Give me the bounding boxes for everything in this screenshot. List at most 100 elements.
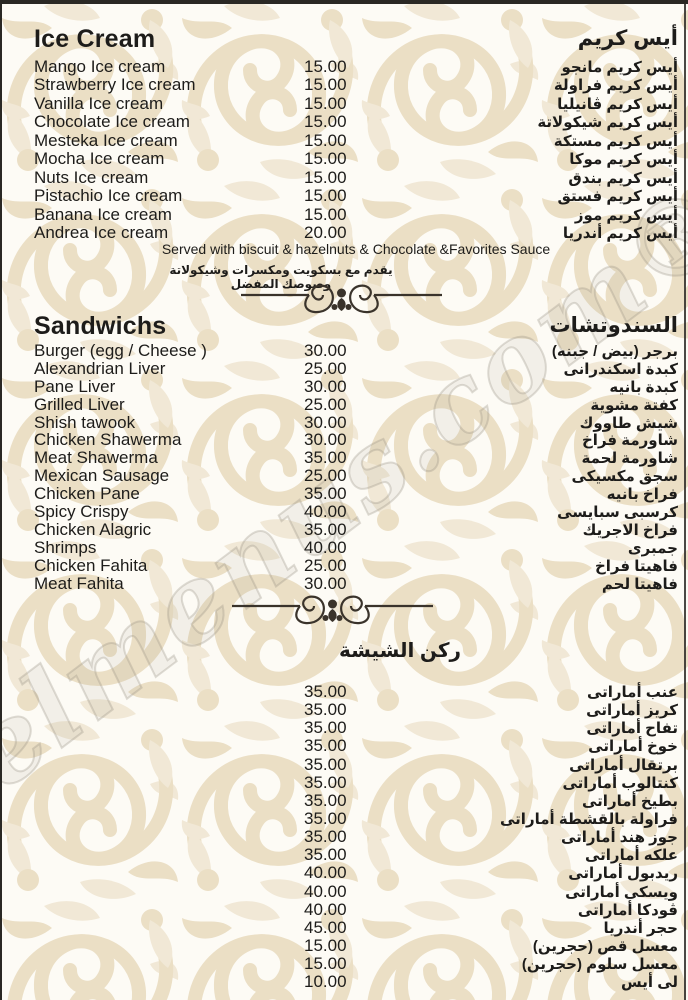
item-name-en: Vanilla Ice cream [34, 93, 164, 113]
item-name-en: Mesteka Ice cream [34, 130, 178, 150]
menu-item-row: 35.00 فراولة بالقشطة أماراتى [34, 808, 678, 828]
section-title-shisha-ar: ركن الشيشة [338, 640, 462, 662]
menu-item-row: Strawberry Ice cream 15.00 أيس كريم فراولة [34, 75, 678, 95]
item-price: 35.00 [304, 519, 347, 539]
item-name-ar: ريدبول أماراتى [568, 865, 678, 883]
item-price: 35.00 [304, 845, 347, 865]
menu-item-row: Mesteka Ice cream 15.00 أيس كريم مستكة [34, 130, 678, 150]
item-price: 40.00 [304, 863, 347, 883]
item-price: 15.00 [304, 954, 347, 974]
menu-item-row: 15.00 معسل قص (حجرين) [34, 935, 678, 955]
section-title-sandwiches-ar: السندوتشات [549, 314, 678, 337]
item-price: 15.00 [304, 935, 347, 955]
item-name-ar: حجر أندريا [603, 919, 678, 937]
item-price: 35.00 [304, 754, 347, 774]
item-name-en: Meat Shawerma [34, 448, 158, 468]
item-name-en: Mocha Ice cream [34, 149, 165, 169]
item-name-en: Shish tawook [34, 412, 136, 432]
item-name-en: Andrea Ice cream [34, 222, 169, 242]
item-name-ar: لى أيس [621, 974, 678, 992]
item-price: 35.00 [304, 827, 347, 847]
item-price: 40.00 [304, 537, 347, 557]
item-price: 40.00 [304, 881, 347, 901]
item-name-ar: شيش طاووك [579, 414, 678, 432]
item-name-ar: جوز هند أماراتى [560, 829, 678, 847]
menu-item-row: Nuts Ice cream 15.00 أيس كريم بندق [34, 167, 678, 187]
item-name-en: Pane Liver [34, 376, 116, 396]
menu-item-row: Vanilla Ice cream 15.00 أيس كريم ڤانيليا [34, 93, 678, 113]
item-name-ar: أيس كريم موز [574, 206, 678, 224]
item-name-ar: كبدة بانيه [609, 378, 678, 396]
item-name-ar: سجق مكسيكى [571, 468, 678, 486]
serving-note-en: Served with biscuit & hazelnuts & Chocol… [161, 241, 551, 257]
menu-item-row: Pistachio Ice cream 15.00 أيس كريم فستق [34, 186, 678, 206]
item-price: 30.00 [304, 430, 347, 450]
item-price: 35.00 [304, 808, 347, 828]
item-name-ar: فاهيتا فراخ [594, 557, 678, 575]
menu-item-row: Chicken Pane 35.00 فراخ بانيه [34, 484, 678, 504]
item-price: 25.00 [304, 555, 347, 575]
item-name-ar: بطيخ أماراتى [582, 792, 678, 810]
menu-item-row: Chicken Alagric 35.00 فراخ الاجريك [34, 519, 678, 539]
item-name-en: Meat Fahita [34, 573, 124, 593]
item-name-en: Nuts Ice cream [34, 167, 149, 187]
item-name-ar: برجر (بيض / جبنه) [551, 343, 678, 360]
section-title-sandwiches-en: Sandwichs [34, 312, 167, 340]
menu-item-row: Shish tawook 30.00 شيش طاووك [34, 412, 678, 432]
menu-item-row: Grilled Liver 25.00 كفتة مشوية [34, 395, 678, 414]
section-header-sandwiches: Sandwichs السندوتشات [34, 314, 678, 339]
item-name-en: Alexandrian Liver [34, 358, 166, 378]
item-name-en: Shrimps [34, 537, 97, 557]
item-name-en: Chicken Fahita [34, 555, 148, 575]
item-name-ar: أيس كريم شيكولاتة [537, 114, 678, 132]
item-name-en: Strawberry Ice cream [34, 75, 196, 95]
sandwiches-item-list: Burger (egg / Cheese ) 30.00 برجر (بيض / ج… [34, 341, 679, 593]
item-name-en: Burger (egg / Cheese ) [34, 341, 207, 360]
item-name-ar: كنتالوب أماراتى [562, 774, 678, 792]
item-price: 35.00 [304, 772, 347, 792]
item-price: 40.00 [304, 899, 347, 919]
menu-item-row: 35.00 جوز هند أماراتى [34, 827, 678, 847]
item-price: 15.00 [304, 130, 347, 150]
menu-item-row: Chocolate Ice cream 15.00 أيس كريم شيكولات… [34, 112, 678, 132]
item-name-ar: أيس كريم مستكة [553, 132, 678, 150]
item-name-en: Pistachio Ice cream [34, 186, 183, 206]
menu-item-row: 35.00 علكه أماراتى [34, 845, 678, 865]
menu-item-row: 35.00 بطيخ أماراتى [34, 791, 678, 810]
item-name-ar: تفاح أماراتى [586, 720, 678, 738]
item-name-ar: شاورمة لحمة [581, 450, 679, 468]
item-name-ar: أيس كريم ڤانيليا [557, 95, 678, 113]
item-price: 15.00 [304, 112, 347, 132]
menu-item-row: Pane Liver 30.00 كبدة بانيه [34, 376, 678, 396]
item-name-en: Banana Ice cream [34, 204, 172, 224]
item-name-ar: ڤودكا أماراتى [577, 901, 678, 919]
item-price: 15.00 [304, 204, 347, 224]
menu-item-row: Mocha Ice cream 15.00 أيس كريم موكا [34, 149, 678, 169]
item-name-ar: فراخ بانيه [606, 486, 678, 504]
item-name-ar: خوخ أماراتى [588, 738, 678, 756]
item-name-en: Chicken Shawerma [34, 430, 182, 450]
page-right-edge [684, 0, 686, 1000]
menu-item-row: Burger (egg / Cheese ) 30.00 برجر (بيض / ج… [34, 341, 678, 360]
menu-item-row: 15.00 معسل سلوم (حجرين) [34, 954, 678, 974]
menu-item-row: 40.00 ريدبول أماراتى [34, 863, 678, 883]
menu-item-row: 35.00 كريز أماراتى [34, 700, 678, 719]
menu-item-row: 35.00 تفاح أماراتى [34, 718, 678, 738]
section-header-ice-cream: Ice Cream أيس كريم [34, 27, 678, 52]
item-price: 30.00 [304, 412, 347, 432]
menu-item-row: 10.00 لى أيس [34, 972, 678, 992]
item-name-ar: ويسكى أماراتى [565, 883, 678, 901]
menu-item-row: Mexican Sausage 25.00 سجق مكسيكى [34, 466, 678, 486]
item-price: 25.00 [304, 358, 347, 378]
item-name-ar: عنب أماراتى [586, 684, 678, 701]
menu-item-row: Spicy Crispy 40.00 كرسبى سبايسى [34, 502, 678, 521]
item-price: 30.00 [304, 573, 347, 593]
item-name-ar: علكه أماراتى [584, 847, 678, 865]
item-name-ar: أيس كريم أندريا [562, 224, 678, 242]
serving-note-ar: يقدم مع بسكويت ومكسرات وشيكولاتة وصوصك ا… [169, 263, 393, 291]
ornament-divider [241, 284, 442, 314]
shisha-item-list: 35.00 عنب أماراتى 35.00 كريز أماراتى 35.00 تف… [34, 682, 678, 992]
